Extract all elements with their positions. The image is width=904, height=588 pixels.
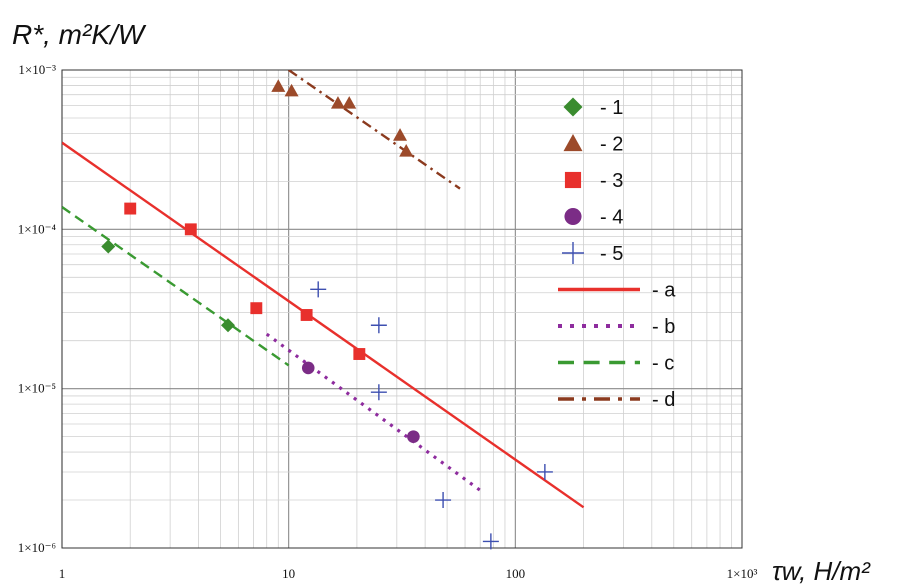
legend-label: - c: [652, 353, 674, 375]
point-series-3: [250, 302, 263, 315]
legend-label: - 2: [600, 134, 623, 156]
y-tick-label: 1×10⁻⁵: [18, 381, 56, 396]
legend-label: - d: [652, 389, 675, 411]
point-series-2: [342, 96, 357, 109]
legend-marker-4: [564, 207, 582, 226]
x-tick-label: 10: [282, 566, 295, 581]
legend-label: - 5: [600, 243, 623, 265]
point-series-2: [330, 96, 345, 109]
point-series-4: [407, 430, 420, 443]
y-axis-title: R*, m²K/W: [12, 19, 147, 50]
line-c: [62, 206, 290, 367]
line-d: [287, 70, 461, 190]
legend-marker-1: [563, 97, 583, 117]
point-series-5: [370, 384, 387, 401]
legend-marker-2: [563, 134, 583, 152]
y-tick-label: 1×10⁻⁴: [18, 221, 57, 236]
y-tick-label: 1×10⁻³: [18, 62, 56, 77]
y-tick-label: 1×10⁻⁶: [18, 540, 56, 555]
point-series-5: [482, 533, 499, 550]
x-tick-label: 100: [506, 566, 526, 581]
point-series-1: [221, 318, 236, 333]
legend-marker-5: [562, 242, 584, 264]
point-series-2: [271, 79, 286, 92]
fit-lines: [62, 70, 585, 509]
point-series-3: [353, 348, 366, 360]
legend-label: - a: [652, 280, 676, 302]
tick-labels: 1 10 100 1×10³ 1×10⁻⁶ 1×10⁻⁵ 1×10⁻⁴ 1×10⁻³: [18, 62, 758, 581]
line-a: [62, 141, 585, 509]
x-tick-label: 1×10³: [727, 566, 758, 581]
grid: [61, 70, 742, 549]
point-series-2: [393, 128, 408, 141]
plot-frame: [61, 69, 743, 549]
data-points: [101, 79, 553, 550]
legend: - 1 - 2 - 3 - 4 - 5 - a - b - c - d: [558, 97, 676, 411]
x-tick-label: 1: [59, 566, 66, 581]
legend-label: - 1: [600, 97, 623, 119]
point-series-5: [536, 463, 553, 480]
point-series-3: [184, 223, 197, 236]
point-series-5: [435, 492, 452, 509]
point-series-2: [284, 83, 299, 97]
x-axis-title: τw, H/m²: [772, 556, 871, 586]
legend-label: - 3: [600, 170, 623, 192]
legend-label: - 4: [600, 207, 623, 229]
legend-marker-3: [564, 171, 582, 189]
point-series-4: [301, 361, 315, 375]
point-series-5: [310, 281, 327, 298]
point-series-3: [124, 202, 137, 215]
point-series-5: [370, 317, 387, 334]
point-series-3: [300, 309, 313, 321]
legend-label: - b: [652, 316, 675, 338]
point-series-2: [399, 144, 414, 157]
point-series-1: [101, 239, 116, 254]
